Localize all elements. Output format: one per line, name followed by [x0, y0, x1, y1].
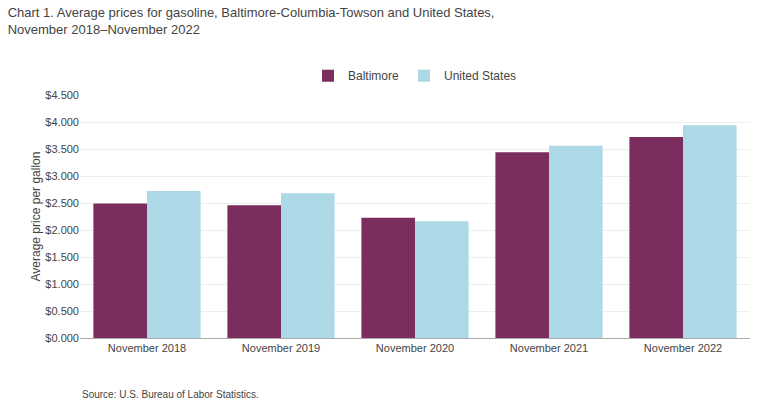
- svg-text:$3.500: $3.500: [45, 143, 79, 155]
- svg-text:United States: United States: [444, 69, 516, 83]
- svg-text:Baltimore: Baltimore: [348, 69, 399, 83]
- svg-text:November 2018: November 2018: [108, 342, 186, 354]
- svg-text:$4.000: $4.000: [45, 116, 79, 128]
- svg-text:$1.000: $1.000: [45, 278, 79, 290]
- svg-text:November 2021: November 2021: [510, 342, 588, 354]
- svg-text:November 2019: November 2019: [242, 342, 320, 354]
- svg-text:November 2022: November 2022: [644, 342, 722, 354]
- svg-text:Source: U.S. Bureau of Labor S: Source: U.S. Bureau of Labor Statistics.: [82, 389, 259, 400]
- svg-text:November 2020: November 2020: [376, 342, 454, 354]
- svg-text:$3.000: $3.000: [45, 170, 79, 182]
- svg-text:$4.500: $4.500: [45, 89, 79, 101]
- svg-text:$2.500: $2.500: [45, 197, 79, 209]
- svg-text:Chart 1. Average prices for ga: Chart 1. Average prices for gasoline, Ba…: [8, 5, 495, 37]
- svg-text:$1.500: $1.500: [45, 251, 79, 263]
- svg-text:$2.000: $2.000: [45, 224, 79, 236]
- svg-text:Average price per gallon: Average price per gallon: [29, 152, 43, 282]
- svg-text:$0.500: $0.500: [45, 305, 79, 317]
- svg-text:$0.000: $0.000: [45, 332, 79, 344]
